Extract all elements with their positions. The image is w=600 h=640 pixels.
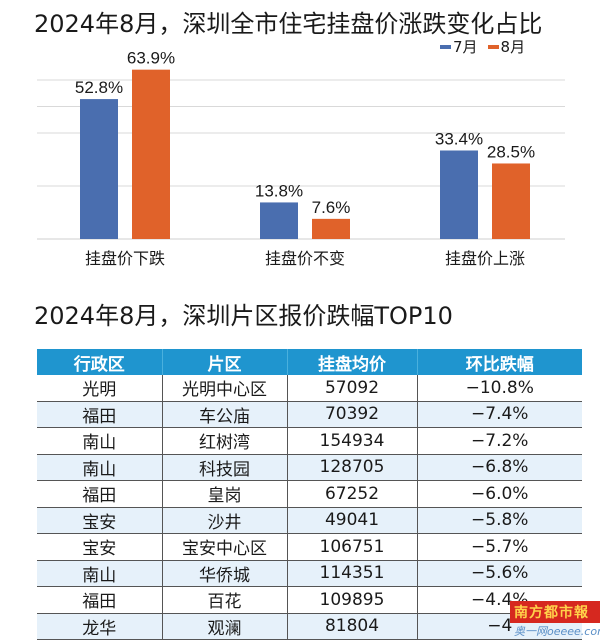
cell-district: 宝安 bbox=[37, 533, 163, 561]
cell-district: 福田 bbox=[37, 401, 163, 428]
category-labels: 挂盘价下跌 挂盘价不变 挂盘价上涨 bbox=[85, 249, 525, 268]
category-label: 挂盘价下跌 bbox=[85, 249, 165, 268]
cell-avg-price: 114351 bbox=[287, 560, 418, 587]
cell-area: 华侨城 bbox=[162, 560, 288, 587]
bar-chart: 52.8%63.9% 13.8% 7.6% 33.4%28.5% 挂盘价下跌 挂盘价不变… bbox=[37, 49, 565, 268]
legend-swatch-july bbox=[440, 44, 451, 49]
table-row: 宝安 宝安中心区 106751 −5.7% bbox=[37, 533, 582, 561]
data-label-august: 7.6% bbox=[312, 198, 351, 217]
cell-area: 科技园 bbox=[162, 454, 288, 481]
table-title: 2024年8月，深圳片区报价跌幅TOP10 bbox=[34, 302, 453, 330]
bar-july bbox=[260, 202, 298, 239]
table-row: 龙华 观澜 81804 −4 bbox=[37, 613, 582, 640]
legend-item-august: 8月 bbox=[487, 36, 526, 57]
table-row: 光明 光明中心区 57092 −10.8% bbox=[37, 375, 582, 402]
table-row: 宝安 沙井 49041 −5.8% bbox=[37, 507, 582, 534]
category-label: 挂盘价上涨 bbox=[445, 249, 525, 268]
data-label-july: 52.8% bbox=[75, 78, 123, 97]
cell-district: 福田 bbox=[37, 480, 163, 508]
table-row: 福田 皇岗 67252 −6.0% bbox=[37, 480, 582, 508]
legend-label-august: 8月 bbox=[500, 38, 526, 56]
cell-avg-price: 106751 bbox=[287, 533, 418, 561]
bar-august bbox=[492, 163, 530, 239]
data-label-july: 33.4% bbox=[435, 129, 483, 148]
watermark-brand: 南方都市報 bbox=[510, 601, 600, 623]
cell-district: 南山 bbox=[37, 454, 163, 481]
cell-avg-price: 128705 bbox=[287, 454, 418, 481]
legend-swatch-august bbox=[487, 44, 499, 49]
data-label-august: 63.9% bbox=[127, 49, 175, 68]
chart-legend: 7月 8月 bbox=[440, 36, 525, 57]
data-label-july: 13.8% bbox=[255, 181, 303, 200]
cell-avg-price: 81804 bbox=[287, 613, 418, 640]
chart-title: 2024年8月，深圳全市住宅挂盘价涨跌变化占比 bbox=[34, 10, 543, 38]
cell-district: 南山 bbox=[37, 427, 163, 455]
legend-item-july: 7月 bbox=[440, 36, 478, 57]
cell-area: 百花 bbox=[162, 586, 288, 614]
table-header-row: 行政区 片区 挂盘均价 环比跌幅 bbox=[37, 349, 582, 375]
cell-area: 观澜 bbox=[162, 613, 288, 640]
watermark: 南方都市報 奥一网oeeee.com bbox=[510, 601, 600, 639]
table-row: 南山 华侨城 114351 −5.6% bbox=[37, 560, 582, 587]
cell-district: 光明 bbox=[37, 375, 163, 402]
cell-avg-price: 70392 bbox=[287, 401, 418, 428]
bars bbox=[80, 69, 530, 239]
cell-mom-change: −5.8% bbox=[417, 507, 582, 534]
cell-area: 沙井 bbox=[162, 507, 288, 534]
table-row: 南山 红树湾 154934 −7.2% bbox=[37, 427, 582, 455]
header-mom-change: 环比跌幅 bbox=[417, 349, 582, 375]
cell-avg-price: 154934 bbox=[287, 427, 418, 455]
cell-mom-change: −7.4% bbox=[417, 401, 582, 428]
ranking-table: 行政区 片区 挂盘均价 环比跌幅 光明 光明中心区 57092 −10.8% 福田 车公庙… bbox=[37, 349, 582, 640]
category-label: 挂盘价不变 bbox=[265, 249, 345, 268]
cell-mom-change: −5.6% bbox=[417, 560, 582, 587]
cell-district: 福田 bbox=[37, 586, 163, 614]
cell-avg-price: 49041 bbox=[287, 507, 418, 534]
table-row: 福田 车公庙 70392 −7.4% bbox=[37, 401, 582, 428]
data-label-august: 28.5% bbox=[487, 142, 535, 161]
cell-avg-price: 57092 bbox=[287, 375, 418, 402]
ranking-table-container: 行政区 片区 挂盘均价 环比跌幅 光明 光明中心区 57092 −10.8% 福田 车公庙… bbox=[37, 349, 582, 640]
bar-august bbox=[132, 69, 170, 239]
table-row: 南山 科技园 128705 −6.8% bbox=[37, 454, 582, 481]
cell-area: 宝安中心区 bbox=[162, 533, 288, 561]
cell-avg-price: 67252 bbox=[287, 480, 418, 508]
data-labels: 52.8%63.9% 13.8% 7.6% 33.4%28.5% bbox=[75, 49, 535, 217]
cell-area: 皇岗 bbox=[162, 480, 288, 508]
cell-mom-change: −6.8% bbox=[417, 454, 582, 481]
header-area: 片区 bbox=[162, 349, 288, 375]
header-avg-price: 挂盘均价 bbox=[287, 349, 418, 375]
cell-area: 光明中心区 bbox=[162, 375, 288, 402]
bar-july bbox=[80, 99, 118, 239]
cell-mom-change: −6.0% bbox=[417, 480, 582, 508]
watermark-site: 奥一网oeeee.com bbox=[514, 625, 600, 638]
bar-july bbox=[440, 150, 478, 239]
bar-august bbox=[312, 218, 350, 239]
legend-label-july: 7月 bbox=[453, 38, 478, 56]
table-row: 福田 百花 109895 −4.4% bbox=[37, 586, 582, 614]
cell-district: 龙华 bbox=[37, 613, 163, 640]
cell-area: 红树湾 bbox=[162, 427, 288, 455]
header-district: 行政区 bbox=[37, 349, 163, 375]
cell-avg-price: 109895 bbox=[287, 586, 418, 614]
cell-district: 宝安 bbox=[37, 507, 163, 534]
cell-mom-change: −5.7% bbox=[417, 533, 582, 561]
cell-mom-change: −7.2% bbox=[417, 427, 582, 455]
cell-district: 南山 bbox=[37, 560, 163, 587]
cell-area: 车公庙 bbox=[162, 401, 288, 428]
cell-mom-change: −10.8% bbox=[417, 375, 582, 402]
